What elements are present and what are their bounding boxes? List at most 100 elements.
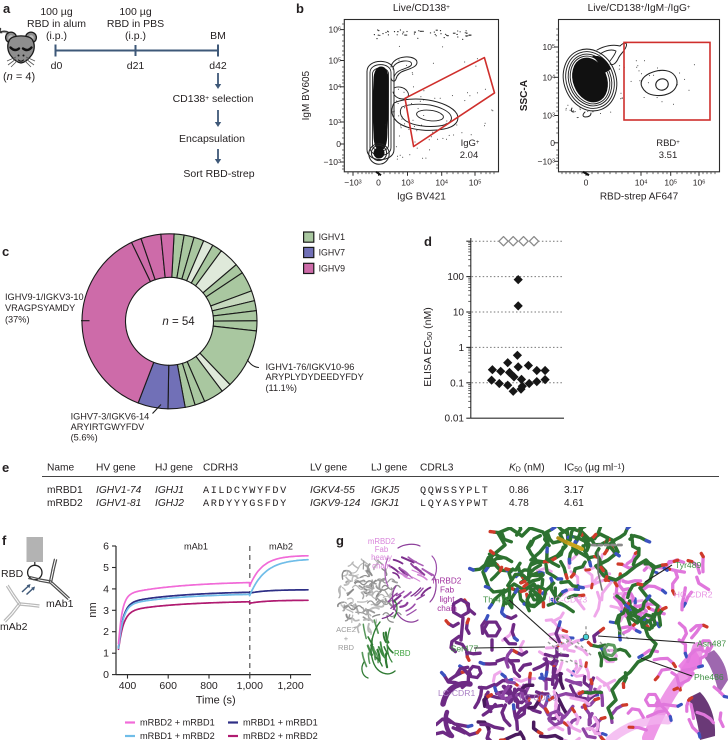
svg-text:1: 1 (103, 648, 109, 660)
svg-text:QQWSSYPLT: QQWSSYPLT (420, 486, 489, 497)
svg-text:n = 54: n = 54 (162, 316, 195, 328)
svg-text:4: 4 (103, 583, 109, 595)
svg-text:Thr478: Thr478 (483, 595, 510, 605)
svg-text:d42: d42 (209, 60, 227, 72)
svg-text:BM: BM (210, 30, 226, 42)
svg-text:g: g (336, 533, 344, 548)
svg-text:mRBD2: mRBD2 (433, 577, 462, 586)
svg-text:Phe486: Phe486 (694, 672, 724, 682)
svg-text:800: 800 (200, 680, 218, 692)
svg-text:CD138+ selection: CD138+ selection (173, 93, 254, 105)
svg-text:LC-CDR1: LC-CDR1 (438, 688, 475, 698)
svg-text:ARYPLYDYDEEDYFDY: ARYPLYDYDEEDYFDY (266, 372, 364, 382)
svg-text:mRBD1 + mRBD1: mRBD1 + mRBD1 (243, 718, 318, 728)
svg-text:100 µg: 100 µg (119, 6, 151, 18)
svg-text:Fab: Fab (440, 586, 455, 595)
svg-text:104: 104 (328, 82, 341, 92)
svg-text:Sort RBD-strep: Sort RBD-strep (183, 168, 254, 180)
svg-text:105: 105 (328, 56, 341, 66)
svg-text:ARDYYYGSFDY: ARDYYYGSFDY (203, 499, 288, 510)
svg-text:LJ gene: LJ gene (371, 462, 408, 473)
svg-text:104: 104 (542, 72, 555, 82)
svg-text:RBD: RBD (338, 643, 355, 652)
svg-text:104: 104 (635, 177, 648, 187)
svg-text:mRBD2 + mRBD2: mRBD2 + mRBD2 (243, 731, 318, 740)
svg-text:IGHV9-1/IGKV3-10: IGHV9-1/IGKV3-10 (5, 292, 84, 302)
svg-text:1: 1 (458, 343, 464, 354)
svg-text:0: 0 (584, 177, 589, 187)
svg-text:400: 400 (119, 680, 137, 692)
svg-text:IGHV7: IGHV7 (319, 248, 346, 258)
svg-text:HC-CDR3: HC-CDR3 (549, 595, 588, 605)
svg-text:IGHV1-81: IGHV1-81 (96, 498, 141, 509)
svg-text:HC-CDR2: HC-CDR2 (674, 590, 713, 600)
svg-text:3.17: 3.17 (564, 485, 584, 496)
svg-text:0: 0 (376, 177, 381, 187)
svg-text:ARYIRTGWYFDV: ARYIRTGWYFDV (71, 422, 146, 432)
svg-text:0.1: 0.1 (450, 378, 464, 389)
svg-text:RBD+: RBD+ (656, 138, 680, 149)
svg-text:VRAGPSYAMDY: VRAGPSYAMDY (5, 303, 75, 313)
svg-text:105: 105 (469, 177, 482, 187)
svg-text:600: 600 (159, 680, 177, 692)
svg-text:RBD: RBD (394, 649, 411, 658)
svg-text:−103: −103 (538, 156, 555, 166)
svg-text:IgG+: IgG+ (461, 138, 480, 149)
svg-text:0.86: 0.86 (509, 485, 529, 496)
svg-text:103: 103 (401, 177, 414, 187)
svg-text:RBD in PBS: RBD in PBS (107, 18, 164, 30)
svg-text:chain: chain (372, 561, 391, 570)
svg-text:104: 104 (435, 177, 448, 187)
svg-text:4.78: 4.78 (509, 498, 529, 509)
svg-text:(n = 4): (n = 4) (3, 71, 35, 83)
svg-text:IgG BV421: IgG BV421 (397, 192, 446, 203)
svg-text:Encapsulation: Encapsulation (179, 133, 245, 145)
svg-text:Tyr489: Tyr489 (675, 560, 701, 570)
svg-text:105: 105 (542, 42, 555, 52)
svg-text:IgM BV605: IgM BV605 (301, 70, 312, 120)
svg-text:IGHJ1: IGHJ1 (155, 485, 184, 496)
svg-text:0: 0 (103, 669, 109, 681)
svg-text:mAb2: mAb2 (0, 621, 28, 633)
svg-text:−103: −103 (344, 177, 361, 187)
svg-text:mRBD2: mRBD2 (47, 498, 83, 509)
svg-text:mRBD2: mRBD2 (368, 537, 395, 546)
svg-text:2: 2 (103, 626, 109, 638)
svg-text:AILDCYWYFDV: AILDCYWYFDV (203, 486, 288, 497)
svg-text:f: f (2, 533, 7, 548)
svg-text:IGKV9-124: IGKV9-124 (310, 498, 361, 509)
svg-text:5: 5 (103, 562, 109, 574)
svg-text:mRBD1: mRBD1 (47, 485, 83, 496)
svg-text:+: + (344, 634, 349, 643)
svg-text:d21: d21 (127, 60, 145, 72)
svg-text:0: 0 (336, 139, 341, 149)
svg-text:mRBD2 + mRBD1: mRBD2 + mRBD1 (140, 718, 215, 728)
svg-text:HJ gene: HJ gene (155, 462, 193, 473)
svg-text:Live/CD138+/IgM−/IgG+: Live/CD138+/IgM−/IgG+ (588, 3, 691, 14)
svg-text:light: light (439, 595, 455, 604)
svg-text:(i.p.): (i.p.) (125, 30, 146, 42)
svg-text:IGKV4-55: IGKV4-55 (310, 485, 355, 496)
svg-text:b: b (296, 1, 304, 16)
svg-text:Live/CD138+: Live/CD138+ (393, 3, 450, 14)
svg-text:ACE2: ACE2 (336, 625, 356, 634)
svg-text:3: 3 (103, 605, 109, 617)
svg-text:mAb2: mAb2 (269, 542, 293, 552)
svg-text:KD (nM): KD (nM) (509, 462, 545, 473)
svg-text:IGKJ1: IGKJ1 (371, 498, 399, 509)
svg-text:LQYASYPWT: LQYASYPWT (420, 499, 489, 510)
svg-text:HV gene: HV gene (96, 462, 136, 473)
svg-text:c: c (2, 244, 9, 259)
svg-text:IGHV7-3/IGKV6-14: IGHV7-3/IGKV6-14 (71, 411, 150, 421)
svg-text:Asn487: Asn487 (697, 639, 726, 649)
svg-text:Time (s): Time (s) (196, 695, 236, 707)
svg-text:2.04: 2.04 (460, 150, 479, 161)
svg-text:IGHV1-74: IGHV1-74 (96, 485, 142, 496)
svg-text:SSC-A: SSC-A (519, 80, 530, 111)
svg-text:Ser477: Ser477 (451, 644, 479, 654)
svg-text:mRBD1 + mRBD2: mRBD1 + mRBD2 (140, 731, 215, 740)
svg-text:106: 106 (693, 177, 706, 187)
svg-text:chain: chain (437, 604, 457, 613)
svg-text:ELISA EC50 (nM): ELISA EC50 (nM) (422, 307, 434, 387)
svg-text:(5.6%): (5.6%) (71, 433, 98, 443)
